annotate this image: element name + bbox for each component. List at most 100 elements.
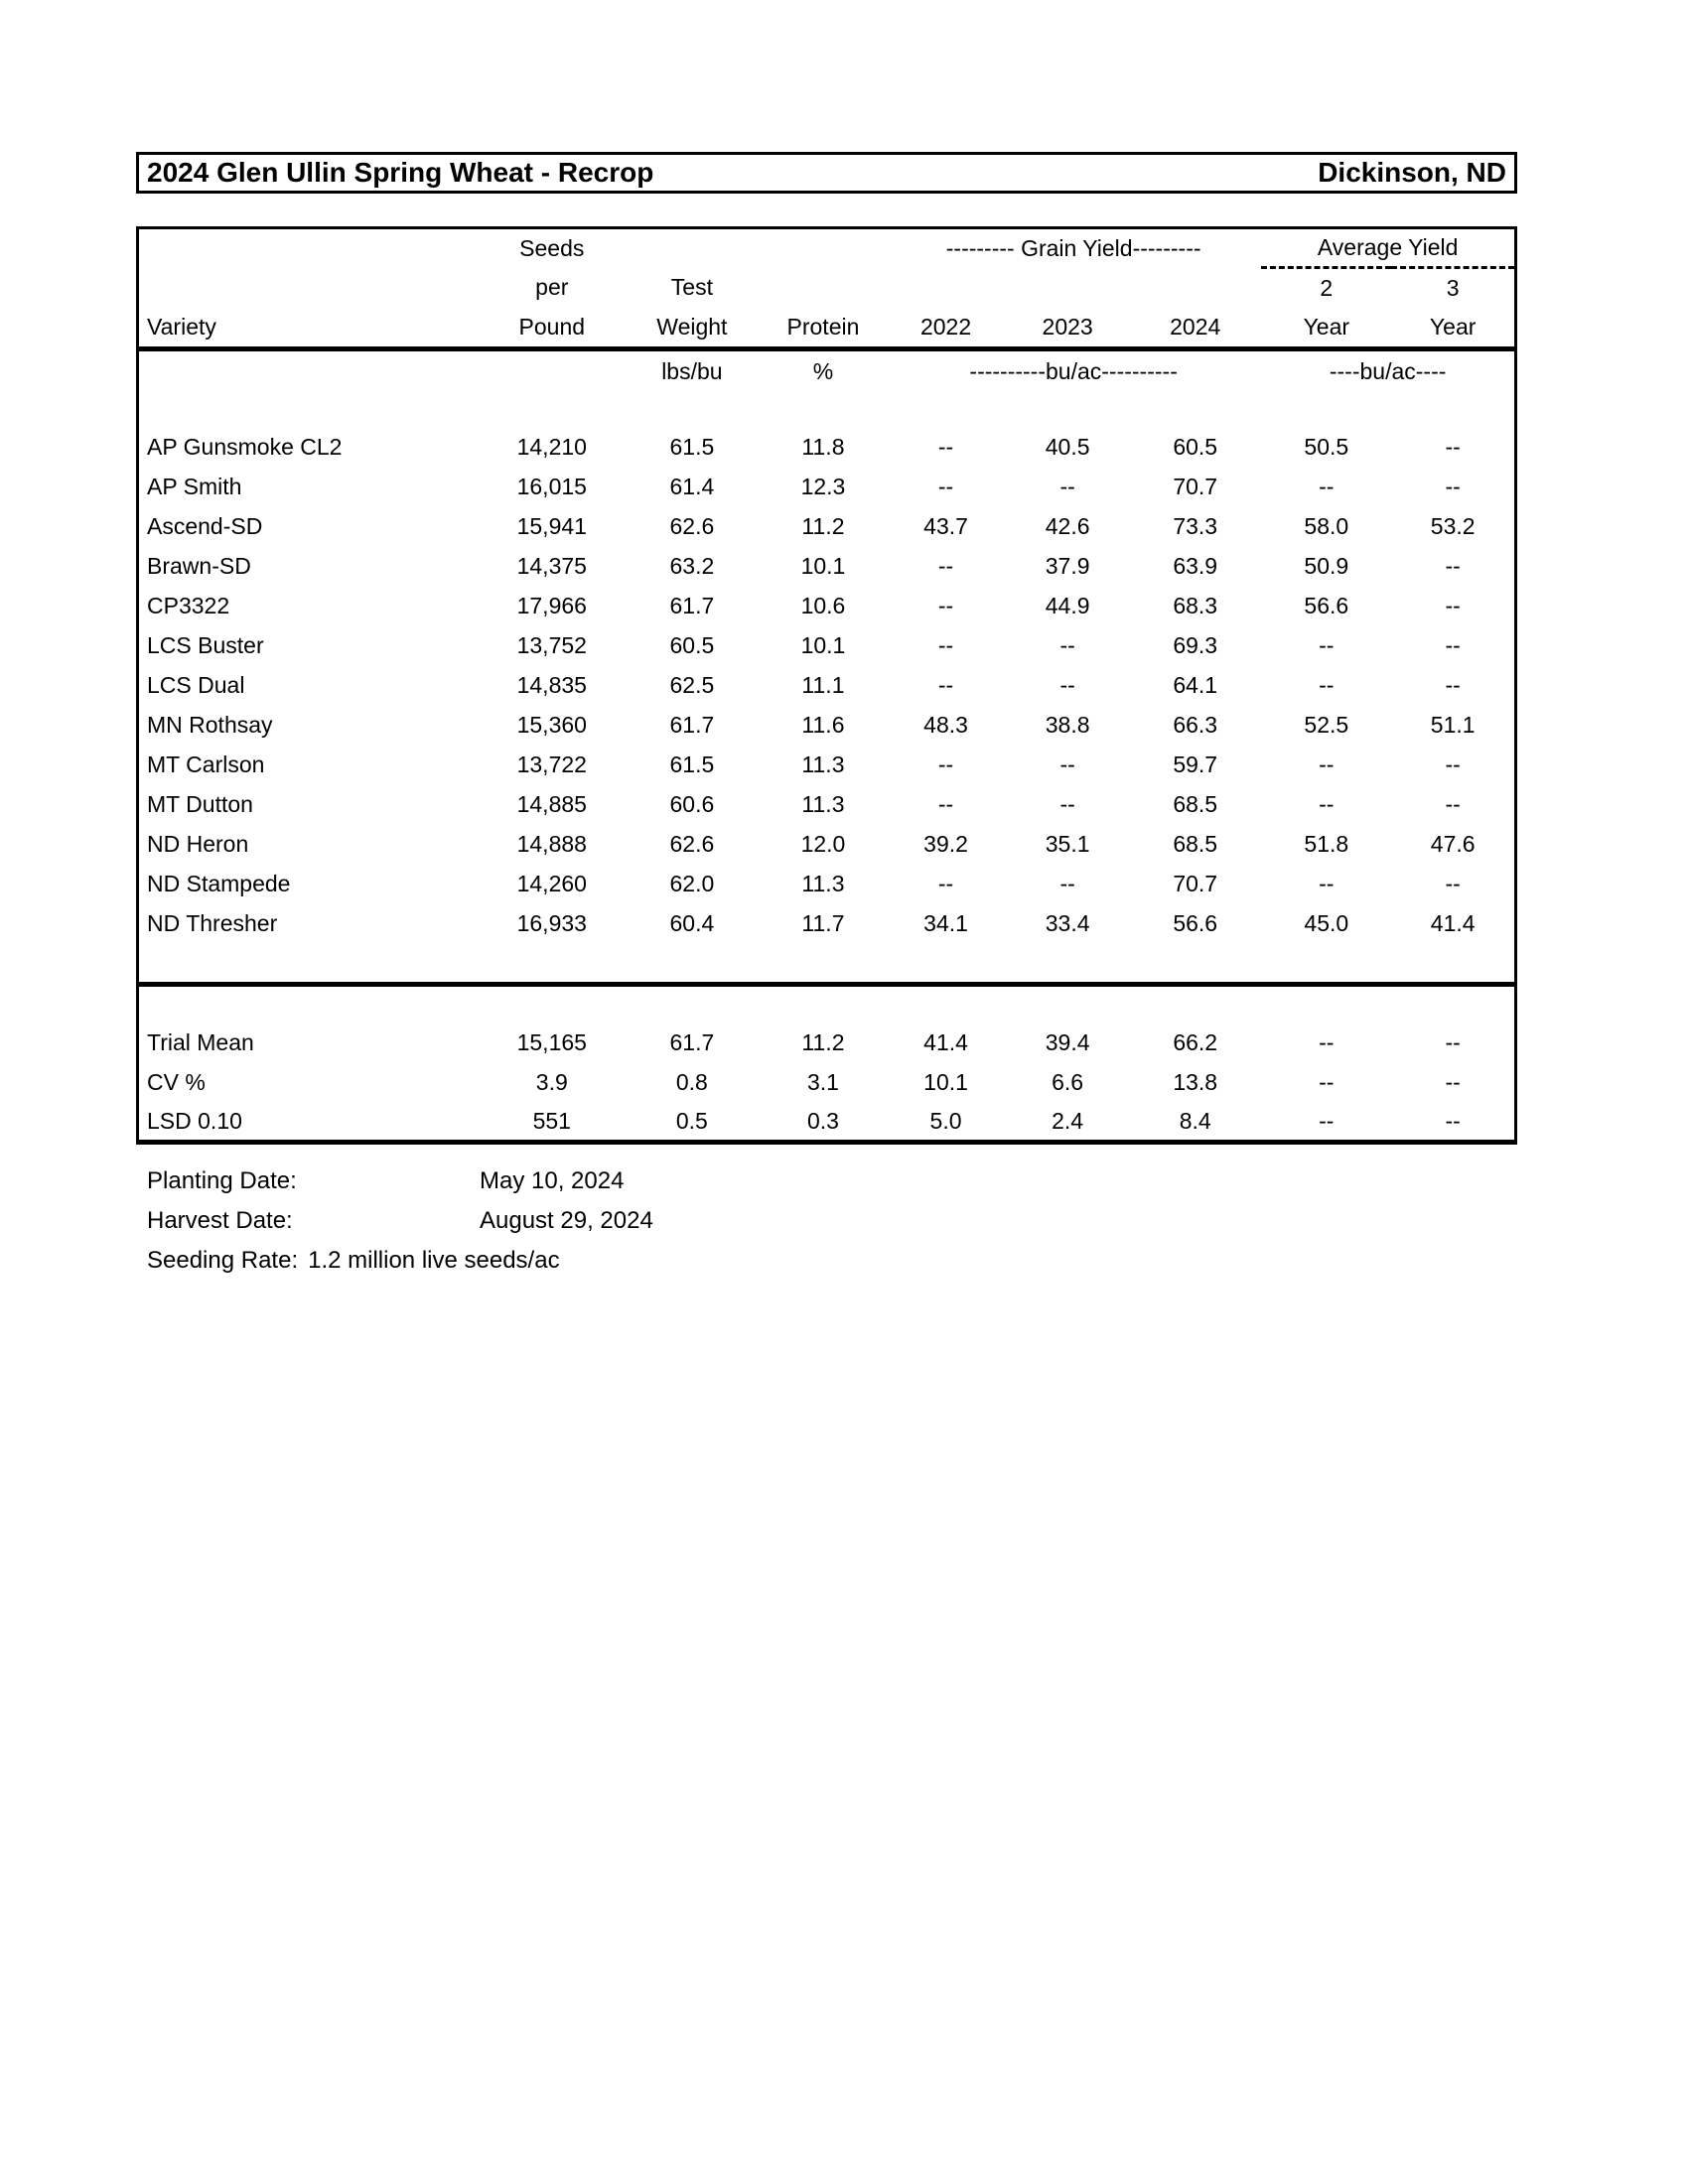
cell-seeds: 14,888 — [516, 831, 587, 857]
cell-avg3: 53.2 — [1430, 513, 1476, 539]
cell-2022: 39.2 — [923, 831, 968, 857]
summary-row: LSD 0.10 551 0.5 0.3 5.0 2.4 8.4 -- -- — [138, 1103, 1516, 1143]
table-row: ND Heron 14,888 62.6 12.0 39.2 35.1 68.5… — [138, 825, 1516, 865]
cell-protein: 11.2 — [801, 513, 845, 539]
cell-avg3: 47.6 — [1430, 831, 1476, 857]
cell-avg2: -- — [1319, 474, 1335, 499]
cell-seeds: 551 — [532, 1107, 571, 1134]
cell-avg2: 50.5 — [1304, 434, 1349, 460]
cell-seeds: 14,260 — [516, 871, 587, 896]
cell-2022: -- — [937, 871, 954, 896]
header-year-2: Year — [1261, 307, 1392, 351]
empty-cell — [138, 349, 481, 393]
cell-2023: 35.1 — [1045, 831, 1090, 857]
cell-variety: Ascend-SD — [147, 513, 263, 539]
cell-avg2: 56.6 — [1304, 593, 1349, 618]
report-title-bar: 2024 Glen Ullin Spring Wheat - Recrop Di… — [136, 152, 1517, 194]
cell-seeds: 15,360 — [516, 712, 587, 738]
empty-cell — [761, 268, 886, 308]
cell-avg2: 51.8 — [1304, 831, 1349, 857]
cell-2024: 68.3 — [1173, 593, 1218, 618]
empty-cell — [886, 268, 1006, 308]
cell-2024: 13.8 — [1173, 1069, 1218, 1095]
cell-2024: 69.3 — [1173, 632, 1218, 658]
cell-variety: AP Smith — [147, 474, 242, 499]
spacer-row — [138, 393, 1516, 428]
cell-protein: 11.3 — [801, 791, 845, 817]
cell-2024: 66.2 — [1173, 1029, 1218, 1055]
cell-2022: 10.1 — [923, 1069, 968, 1095]
cell-variety: MT Dutton — [147, 791, 253, 817]
cell-2023: 2.4 — [1052, 1107, 1084, 1134]
report-title: 2024 Glen Ullin Spring Wheat - Recrop — [147, 157, 654, 188]
cell-2023: 40.5 — [1045, 434, 1090, 460]
cell-avg2: -- — [1319, 632, 1335, 658]
table-row: Ascend-SD 15,941 62.6 11.2 43.7 42.6 73.… — [138, 507, 1516, 547]
cell-protein: 11.2 — [801, 1029, 845, 1055]
cell-seeds: 15,165 — [516, 1029, 587, 1055]
cell-2022: -- — [937, 434, 954, 460]
units-buac-grain: ----------bu/ac---------- — [969, 358, 1178, 385]
header-variety: Variety — [137, 307, 481, 351]
cell-avg3: -- — [1445, 593, 1461, 618]
table-row: AP Smith 16,015 61.4 12.3 -- -- 70.7 -- … — [138, 468, 1516, 507]
units-lbs-bu: lbs/bu — [661, 358, 723, 385]
cell-avg3: -- — [1445, 871, 1461, 896]
cell-2022: -- — [937, 553, 954, 579]
summary-row: Trial Mean 15,165 61.7 11.2 41.4 39.4 66… — [138, 1024, 1516, 1063]
spacer-cell — [138, 393, 1516, 428]
cell-test-weight: 60.5 — [669, 632, 715, 658]
header-3: 3 — [1446, 274, 1460, 301]
cell-2024: 60.5 — [1173, 434, 1218, 460]
cell-avg3: -- — [1445, 553, 1461, 579]
cell-test-weight: 61.7 — [669, 1029, 715, 1055]
cell-2023: -- — [1059, 871, 1075, 896]
cell-avg3: 41.4 — [1430, 910, 1476, 936]
table-row: LCS Dual 14,835 62.5 11.1 -- -- 64.1 -- … — [138, 666, 1516, 706]
cell-avg2: -- — [1319, 1029, 1335, 1055]
table-row: MN Rothsay 15,360 61.7 11.6 48.3 38.8 66… — [138, 706, 1516, 746]
cell-avg2: -- — [1319, 1069, 1335, 1095]
cell-protein: 10.6 — [800, 593, 846, 618]
cell-2024: 68.5 — [1173, 791, 1218, 817]
cell-avg3: 51.1 — [1430, 712, 1476, 738]
cell-protein: 11.1 — [801, 672, 845, 698]
cell-test-weight: 60.6 — [669, 791, 715, 817]
cell-seeds: 17,966 — [516, 593, 587, 618]
cell-protein: 11.6 — [801, 712, 845, 738]
cell-avg3: -- — [1445, 474, 1461, 499]
cell-test-weight: 63.2 — [669, 553, 715, 579]
cell-seeds: 14,835 — [516, 672, 587, 698]
header-average-yield: Average Yield — [1261, 227, 1516, 269]
cell-2023: -- — [1059, 751, 1075, 777]
empty-cell — [624, 228, 761, 268]
cell-test-weight: 62.0 — [669, 871, 715, 896]
cell-2022: 5.0 — [929, 1107, 962, 1134]
cell-variety: LSD 0.10 — [147, 1107, 242, 1134]
cell-variety: MT Carlson — [147, 751, 265, 777]
cell-2022: -- — [937, 791, 954, 817]
cell-protein: 11.3 — [801, 871, 845, 896]
table-row: LCS Buster 13,752 60.5 10.1 -- -- 69.3 -… — [138, 626, 1516, 666]
spacer-cell — [138, 985, 1516, 1024]
header-row-2: per Test 2 3 — [138, 268, 1516, 308]
table-row: ND Thresher 16,933 60.4 11.7 34.1 33.4 5… — [138, 904, 1516, 944]
cell-variety: ND Thresher — [147, 910, 278, 936]
table-row: CP3322 17,966 61.7 10.6 -- 44.9 68.3 56.… — [138, 587, 1516, 626]
cell-test-weight: 62.5 — [669, 672, 715, 698]
cell-variety: AP Gunsmoke CL2 — [147, 434, 343, 460]
cell-protein: 3.1 — [806, 1069, 839, 1095]
cell-protein: 10.1 — [800, 632, 846, 658]
cell-avg3: -- — [1445, 751, 1461, 777]
cell-2023: 38.8 — [1045, 712, 1090, 738]
cell-test-weight: 61.4 — [669, 474, 715, 499]
cell-2023: -- — [1059, 672, 1075, 698]
empty-cell — [138, 268, 481, 308]
empty-cell — [138, 228, 481, 268]
cell-test-weight: 0.8 — [675, 1069, 708, 1095]
cell-2023: 42.6 — [1045, 513, 1090, 539]
cell-2022: -- — [937, 672, 954, 698]
cell-seeds: 14,885 — [516, 791, 587, 817]
cell-2024: 64.1 — [1173, 672, 1218, 698]
